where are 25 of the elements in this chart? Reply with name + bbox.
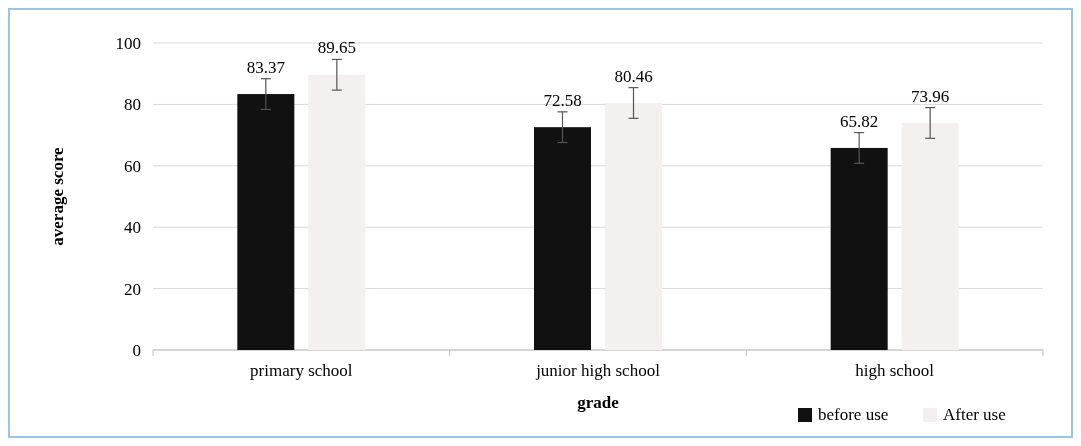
bar — [605, 102, 662, 350]
x-tick-label: high school — [855, 361, 935, 380]
x-tick-label: junior high school — [535, 361, 661, 380]
legend-label: After use — [943, 405, 1006, 424]
data-label: 73.96 — [911, 86, 950, 106]
bar — [237, 94, 295, 350]
legend-label: before use — [818, 405, 889, 424]
y-tick-label: 20 — [124, 279, 141, 299]
bar — [534, 127, 591, 350]
bar — [308, 74, 366, 350]
y-tick-label: 80 — [124, 95, 141, 115]
data-label: 65.82 — [840, 111, 879, 131]
y-tick-label: 60 — [124, 156, 141, 176]
y-tick-label: 100 — [115, 33, 141, 53]
data-label: 72.58 — [543, 90, 582, 110]
data-label: 80.46 — [614, 66, 653, 86]
data-label: 83.37 — [246, 57, 286, 77]
data-label: 89.65 — [317, 38, 356, 58]
bar — [830, 147, 888, 350]
x-axis-title: grade — [577, 393, 620, 412]
y-tick-label: 40 — [124, 218, 141, 238]
y-axis-title: average score — [48, 146, 67, 246]
y-tick-label: 0 — [132, 340, 141, 360]
x-tick-label: primary school — [250, 361, 353, 380]
bar — [901, 122, 959, 350]
